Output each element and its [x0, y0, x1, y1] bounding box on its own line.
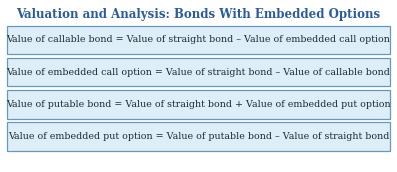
- Text: Value of callable bond = Value of straight bond – Value of embedded call option: Value of callable bond = Value of straig…: [7, 35, 390, 45]
- FancyBboxPatch shape: [7, 90, 390, 119]
- FancyBboxPatch shape: [7, 58, 390, 86]
- FancyBboxPatch shape: [7, 26, 390, 54]
- FancyBboxPatch shape: [7, 122, 390, 151]
- Text: Valuation and Analysis: Bonds With Embedded Options: Valuation and Analysis: Bonds With Embed…: [16, 8, 381, 21]
- Text: Value of putable bond = Value of straight bond + Value of embedded put option: Value of putable bond = Value of straigh…: [6, 100, 391, 109]
- Text: Value of embedded call option = Value of straight bond – Value of callable bond: Value of embedded call option = Value of…: [7, 68, 390, 77]
- Text: Value of embedded put option = Value of putable bond – Value of straight bond: Value of embedded put option = Value of …: [8, 132, 389, 141]
